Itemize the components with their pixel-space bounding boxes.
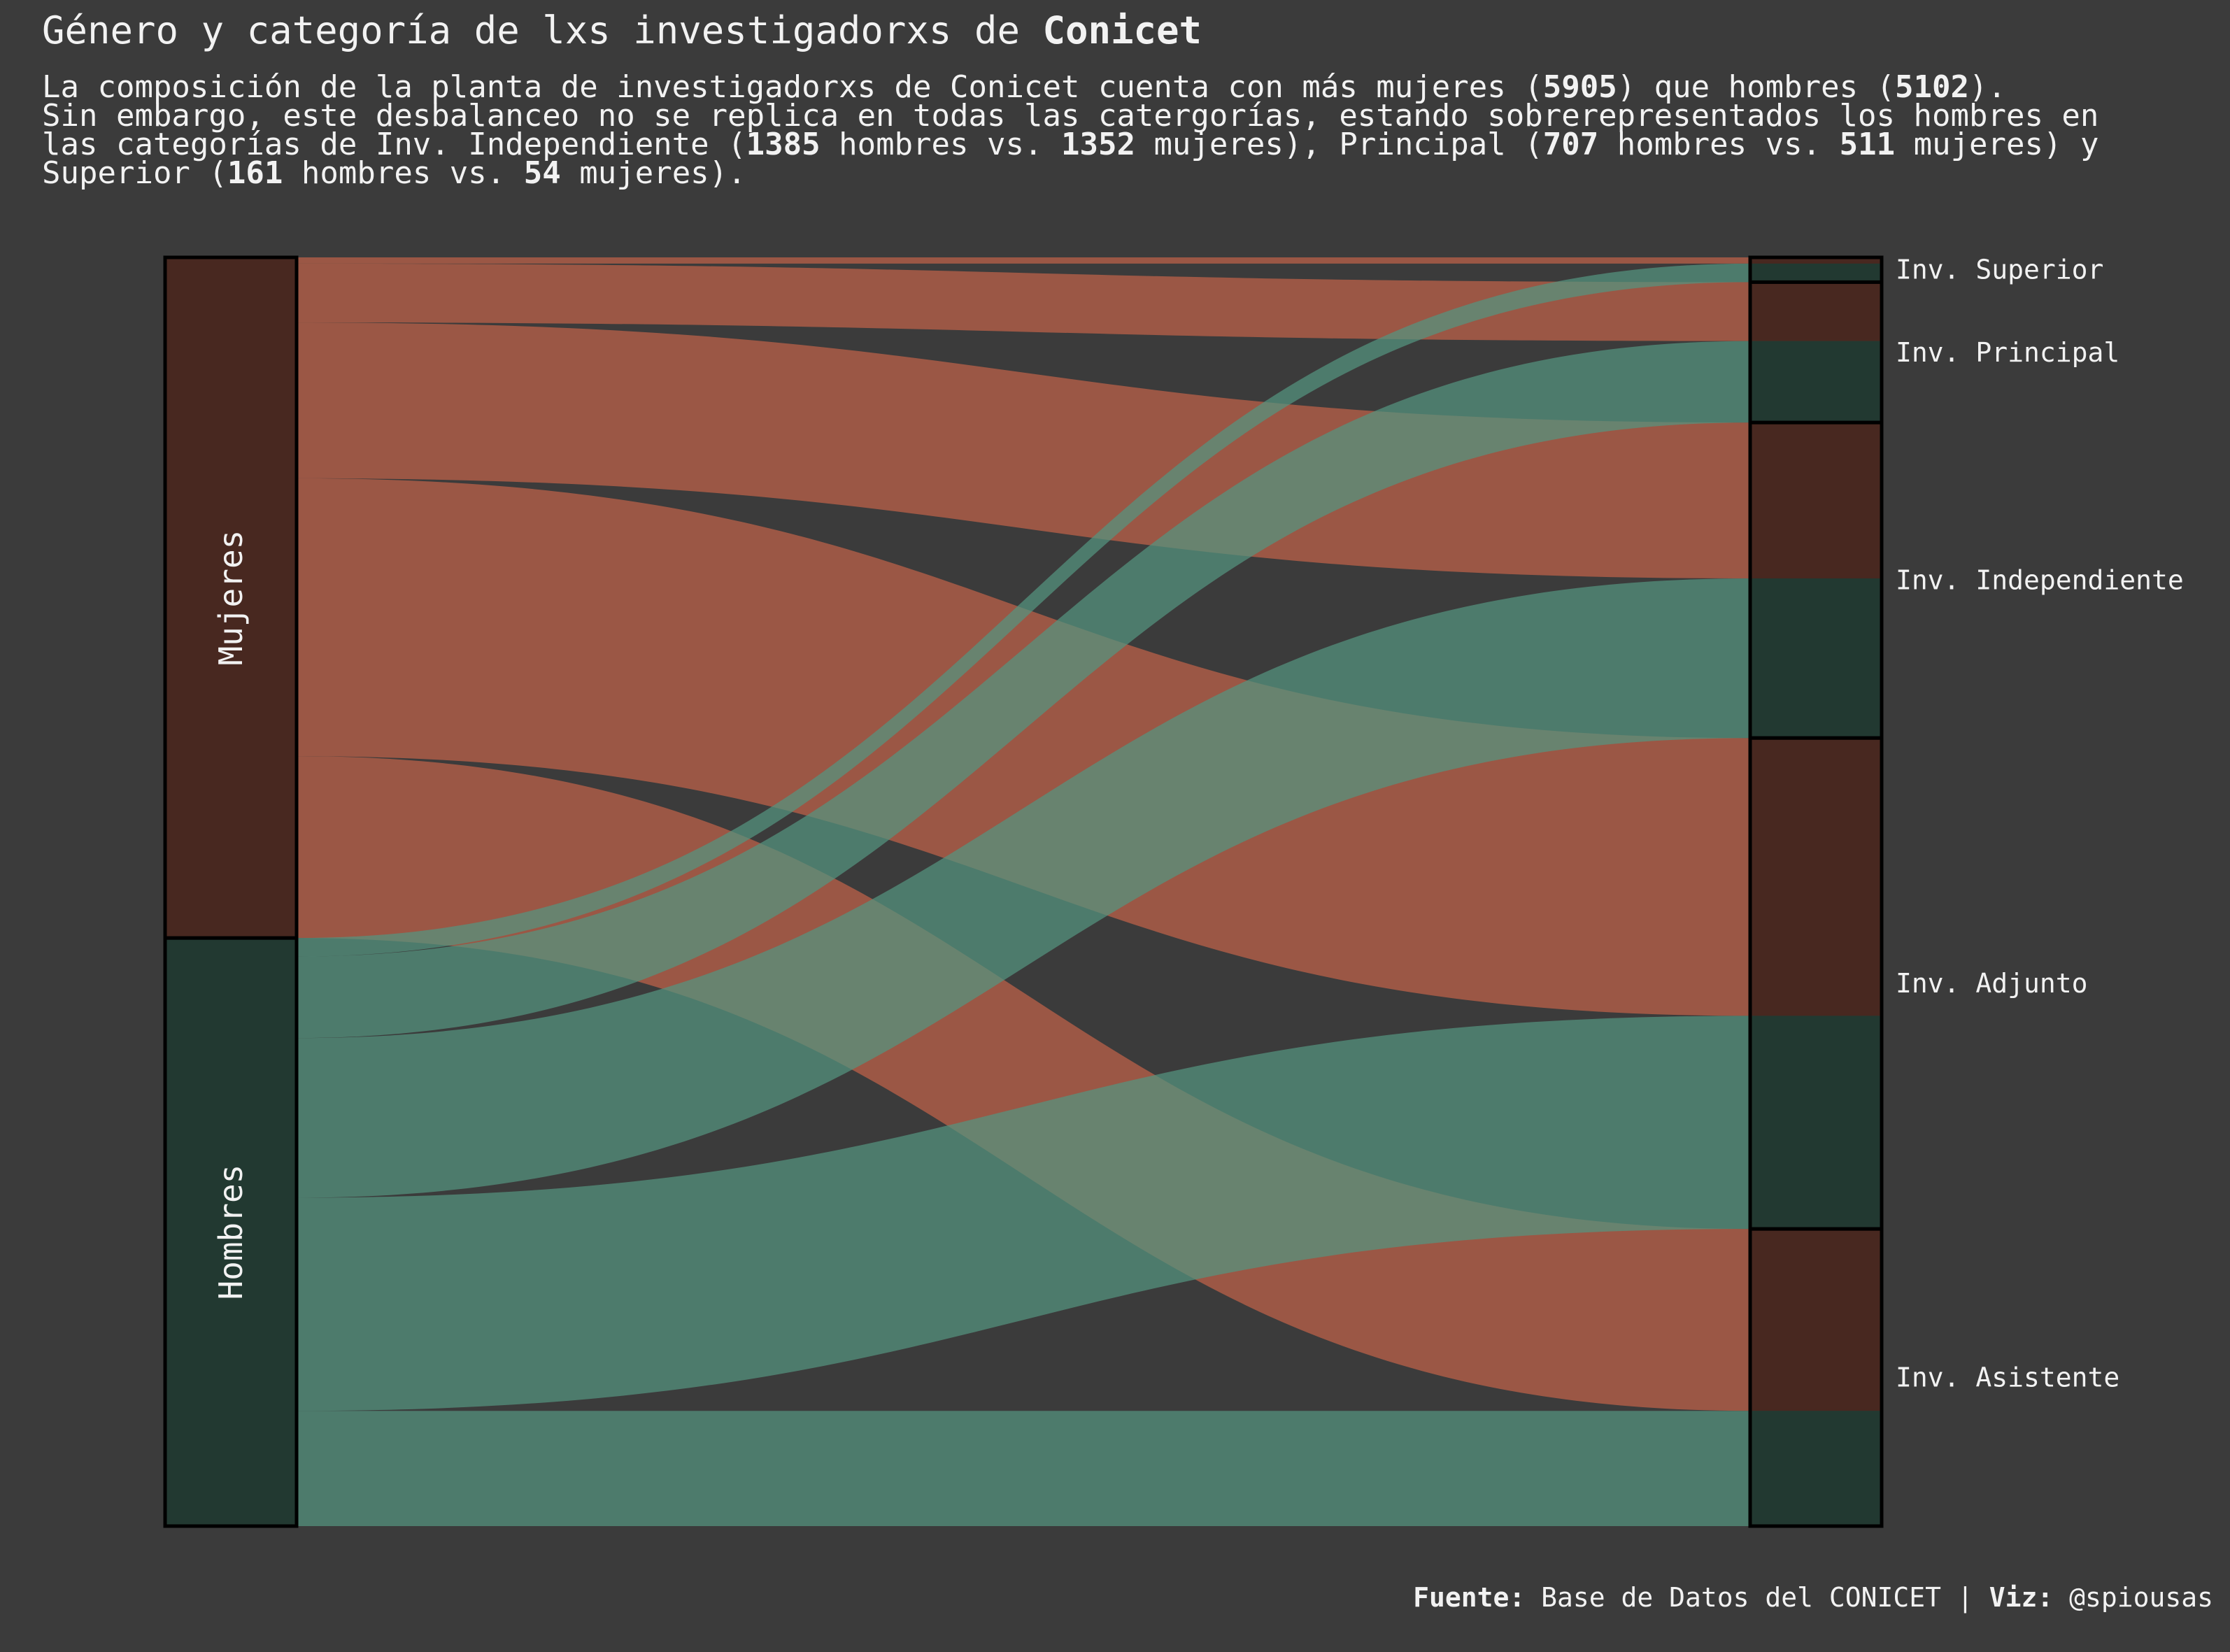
- flow-mujeres-inv-superior: [297, 257, 1750, 264]
- node-hombres: [163, 936, 299, 1528]
- chart-subtitle: La composición de la planta de investiga…: [42, 72, 2196, 189]
- subtitle-number-1: 5905: [1542, 69, 1617, 105]
- flow-hombres-inv-independiente: [297, 578, 1750, 1198]
- chart-title-strong: Conicet: [1042, 8, 1202, 52]
- nodes-layer: [163, 255, 1884, 1528]
- subtitle-text-4: ).: [1969, 69, 2006, 105]
- node-label-mujeres: Mujeres: [212, 530, 250, 666]
- subtitle-text-2: hombres vs.: [820, 127, 1061, 162]
- category-label-inv-adjunto: Inv. Adjunto: [1896, 968, 2088, 999]
- flow-hombres-inv-principal: [297, 341, 1750, 1039]
- node-part-inv-adjunto-hombres: [1750, 1016, 1882, 1230]
- subtitle-number-3: 1352: [1060, 127, 1135, 162]
- node-part-inv-asistente-mujeres: [1750, 1229, 1882, 1411]
- flows-layer: [297, 257, 1750, 1526]
- subtitle-text-2: hombres vs.: [283, 155, 524, 191]
- subtitle-number-1: 161: [227, 155, 283, 191]
- subtitle-text-6: hombres vs.: [1598, 127, 1840, 162]
- subtitle-number-7: 511: [1839, 127, 1896, 162]
- caption-source-text: Base de Datos del CONICET |: [1525, 1582, 1989, 1613]
- subtitle-line-1: La composición de la planta de investiga…: [42, 72, 2196, 103]
- node-part-inv-superior-hombres: [1750, 263, 1882, 283]
- flow-mujeres-inv-principal: [297, 263, 1750, 341]
- node-part-inv-principal-mujeres: [1750, 282, 1882, 341]
- node-inv-asistente: [1748, 1227, 1884, 1528]
- flow-mujeres-inv-independiente: [297, 322, 1750, 578]
- subtitle-text-0: La composición de la planta de investiga…: [42, 69, 1543, 105]
- labels-layer: Mujeres Hombres Inv. Superior Inv. Principa…: [212, 255, 2184, 1393]
- node-part-inv-superior-mujeres: [1750, 257, 1882, 264]
- node-part-inv-independiente-hombres: [1750, 578, 1882, 739]
- subtitle-text-0: Superior (: [42, 155, 227, 191]
- subtitle-number-3: 5102: [1895, 69, 1970, 105]
- category-label-inv-principal: Inv. Principal: [1896, 337, 2119, 368]
- caption: Fuente: Base de Datos del CONICET | Viz:…: [1413, 1582, 2213, 1613]
- subtitle-text-4: mujeres).: [560, 155, 746, 191]
- node-label-hombres: Hombres: [212, 1165, 250, 1300]
- subtitle-text-2: ) que hombres (: [1617, 69, 1896, 105]
- caption-viz-text: @spiousas: [2053, 1582, 2213, 1613]
- subtitle-text-8: mujeres) y: [1895, 127, 2099, 162]
- category-label-inv-asistente: Inv. Asistente: [1896, 1362, 2119, 1393]
- node-part-inv-adjunto-mujeres: [1750, 738, 1882, 1016]
- category-label-inv-superior: Inv. Superior: [1896, 255, 2103, 285]
- node-part-inv-principal-hombres: [1750, 341, 1882, 423]
- flow-hombres-inv-superior: [297, 263, 1750, 957]
- category-label-inv-independiente: Inv. Independiente: [1896, 565, 2184, 596]
- caption-viz-label: Viz:: [1989, 1582, 2054, 1613]
- subtitle-number-3: 54: [523, 155, 561, 191]
- flow-mujeres-inv-adjunto: [297, 478, 1750, 1016]
- flow-hombres-inv-adjunto: [297, 1016, 1750, 1411]
- chart-title-prefix: Género y categoría de lxs investigadorxs…: [42, 8, 1043, 52]
- caption-source-label: Fuente:: [1413, 1582, 1526, 1613]
- node-mujeres: [163, 255, 299, 940]
- subtitle-line-3: las categorías de Inv. Independiente (13…: [42, 127, 2196, 162]
- subtitle-text-0: Sin embargo, este desbalanceo no se repl…: [42, 98, 2099, 134]
- flow-hombres-inv-asistente: [297, 1411, 1750, 1526]
- node-part-inv-independiente-mujeres: [1750, 422, 1882, 578]
- subtitle-number-5: 707: [1542, 127, 1599, 162]
- chart-title: Género y categoría de lxs investigadorxs…: [42, 8, 1202, 52]
- subtitle-text-0: las categorías de Inv. Independiente (: [42, 127, 746, 162]
- subtitle-number-1: 1385: [746, 127, 821, 162]
- node-part-inv-asistente-hombres: [1750, 1411, 1882, 1526]
- subtitle-text-4: mujeres), Principal (: [1135, 127, 1543, 162]
- subtitle-line-4: Superior (161 hombres vs. 54 mujeres).: [42, 158, 2196, 189]
- subtitle-line-2: Sin embargo, este desbalanceo no se repl…: [42, 101, 2196, 131]
